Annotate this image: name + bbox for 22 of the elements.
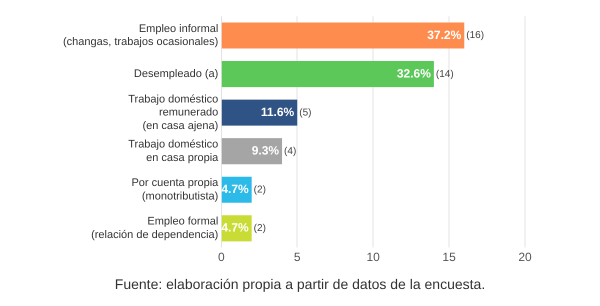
- y-tick-label: Empleo formal (relación de dependencia): [91, 216, 218, 241]
- y-tick-label: Trabajo doméstico en casa propia: [128, 138, 220, 164]
- data-label: 37.2% (16): [427, 28, 484, 42]
- data-label: 11.6% (5): [260, 104, 312, 119]
- y-tick-label: Desempleado (a): [134, 68, 218, 80]
- bar: [222, 138, 282, 164]
- y-tick-label: Empleo informal (changas, trabajos ocasionales): [63, 22, 218, 48]
- data-label: 9.3% (4): [252, 143, 296, 158]
- data-label: 4.7% (2): [221, 220, 266, 235]
- x-tick-label: 20: [518, 250, 532, 264]
- bar: [222, 100, 298, 126]
- y-tick-label: Por cuenta propia (monotributista): [131, 177, 220, 202]
- data-label: 32.6% (14): [396, 66, 454, 80]
- x-tick-label: 0: [218, 250, 225, 264]
- bar: [222, 22, 464, 48]
- source-note: Fuente: elaboración propia a partir de datos de la encuesta.: [114, 276, 486, 292]
- y-tick-label: Trabajo doméstico remunerado (en casa ajena): [128, 93, 218, 132]
- bar: [222, 61, 434, 88]
- x-tick-label: 5: [294, 250, 301, 264]
- x-tick-label: 15: [442, 250, 456, 264]
- data-label: 4.7% (2): [221, 182, 266, 196]
- x-tick-label: 10: [366, 250, 380, 264]
